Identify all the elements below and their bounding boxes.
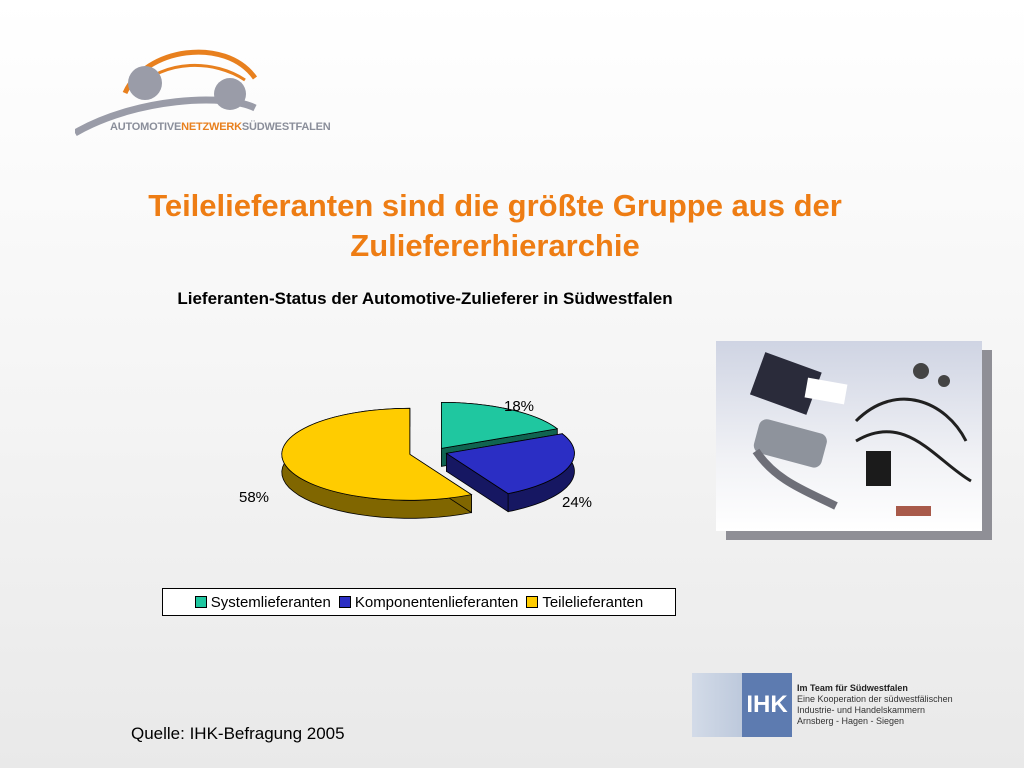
legend-swatch bbox=[194, 596, 207, 608]
pie-slice-teilelieferanten bbox=[281, 407, 473, 519]
pie-slice-komponentenlieferanten bbox=[445, 432, 575, 513]
legend-item: Teilelieferanten bbox=[526, 594, 643, 611]
pie-data-label: 58% bbox=[239, 489, 270, 506]
source-note: Quelle: IHK-Befragung 2005 bbox=[131, 724, 345, 743]
legend-swatch bbox=[526, 596, 539, 608]
ihk-line-4: Arnsberg - Hagen - Siegen bbox=[797, 716, 905, 726]
chart-title: Lieferanten-Status der Automotive-Zulief… bbox=[177, 289, 673, 308]
logo-wordmark: AUTOMOTIVENETZWERKSÜDWESTFALEN bbox=[110, 121, 331, 133]
legend-label: Teilelieferanten bbox=[542, 593, 644, 611]
legend-item: Systemlieferanten bbox=[194, 593, 331, 611]
slide-title: Teilelieferanten sind die größte Gruppe … bbox=[148, 188, 842, 263]
automotive-parts-photo bbox=[716, 341, 982, 531]
pie-data-label: 24% bbox=[562, 494, 593, 511]
ihk-line-2: Eine Kooperation der südwestfälischen bbox=[797, 694, 953, 704]
legend-label: Komponentenlieferanten bbox=[354, 593, 519, 611]
ihk-line-1: Im Team für Südwestfalen bbox=[797, 683, 908, 693]
pie-data-label: 18% bbox=[504, 398, 535, 415]
chart-legend: Systemlieferanten Komponentenlieferanten T… bbox=[162, 588, 676, 616]
legend-swatch bbox=[338, 596, 351, 608]
ihk-line-3: Industrie- und Handelskammern bbox=[797, 705, 926, 715]
ihk-logo-text: Im Team für Südwestfalen Eine Kooperatio… bbox=[797, 683, 953, 727]
ihk-logo-mark: IHK bbox=[742, 673, 792, 737]
automotive-netzwerk-logo bbox=[75, 49, 258, 137]
pie-chart bbox=[281, 401, 575, 519]
legend-label: Systemlieferanten bbox=[210, 593, 331, 611]
legend-item: Komponentenlieferanten bbox=[338, 593, 519, 611]
